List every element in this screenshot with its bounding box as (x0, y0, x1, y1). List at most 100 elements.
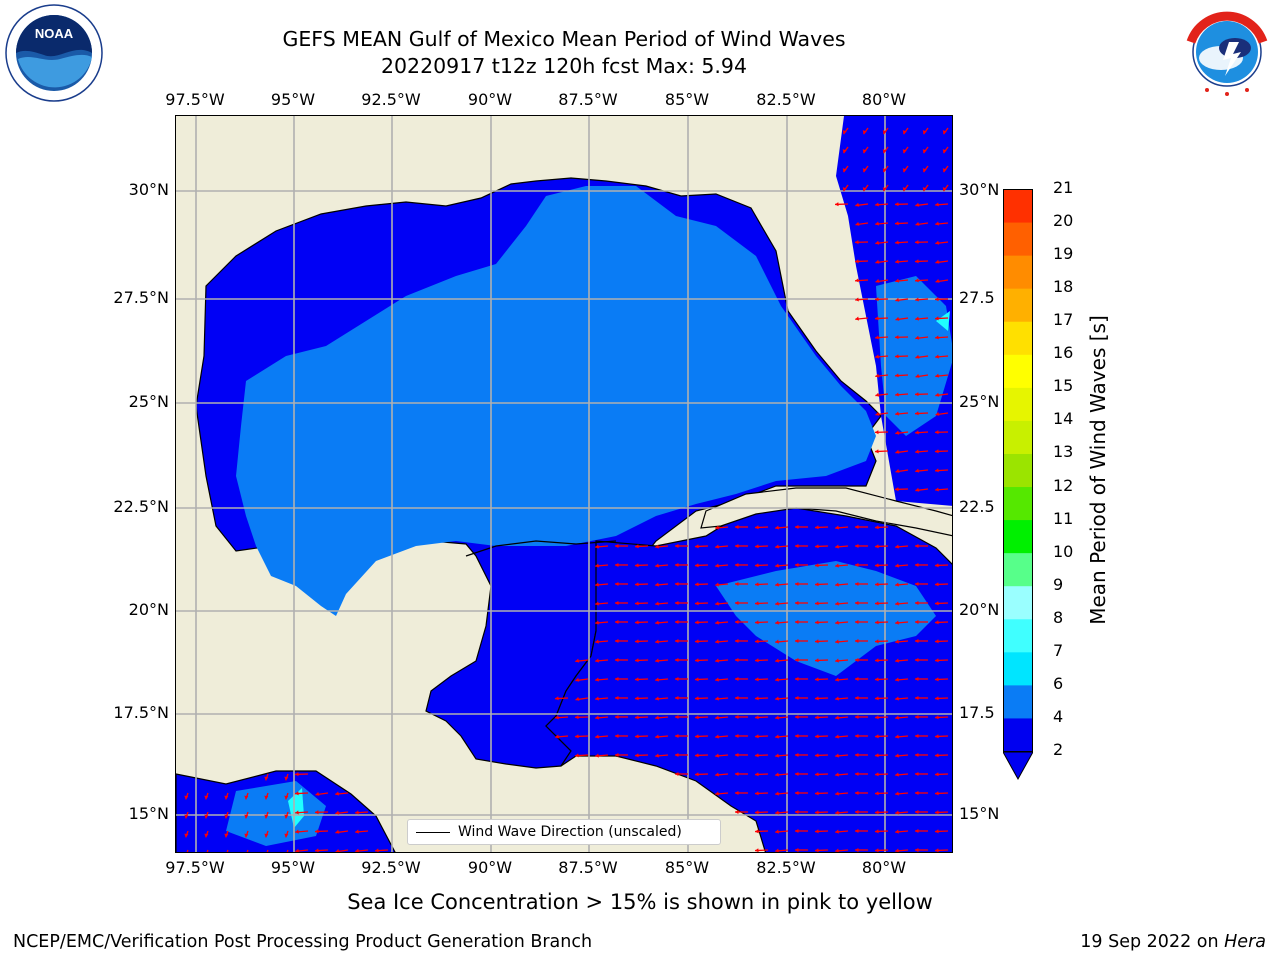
wind-wave-arrowhead (695, 772, 699, 777)
wind-wave-arrowhead (755, 810, 759, 815)
wind-wave-arrowhead (795, 657, 799, 663)
wind-wave-arrowhead (795, 847, 799, 852)
wind-wave-arrowhead (575, 677, 580, 682)
wind-wave-arrowhead (715, 677, 719, 682)
wind-wave-arrowhead (835, 563, 839, 568)
wind-wave-arrowhead (615, 562, 619, 568)
wind-wave-arrowhead (655, 639, 659, 644)
wind-wave-arrowhead (875, 544, 879, 549)
colorbar-tick-label: 10 (1053, 541, 1074, 561)
colorbar-band (1003, 717, 1033, 752)
colorbar-tick-label: 18 (1053, 277, 1074, 297)
wind-wave-arrowhead (615, 714, 619, 720)
wind-wave-arrowhead (635, 658, 639, 663)
wind-wave-arrowhead (335, 829, 340, 834)
wind-wave-arrowhead (595, 582, 599, 587)
wind-wave-arrowhead (295, 791, 299, 796)
wind-wave-arrowhead (835, 202, 839, 207)
wind-wave-arrowhead (695, 620, 699, 625)
wind-wave-arrowhead (595, 544, 599, 549)
wind-wave-arrowhead (735, 619, 739, 625)
wind-wave-arrowhead (815, 829, 819, 834)
wind-wave-arrowhead (695, 601, 699, 606)
wind-wave-arrowhead (795, 562, 799, 568)
wind-wave-arrowhead (915, 828, 919, 834)
wind-wave-arrowhead (915, 771, 919, 777)
wind-wave-arrowhead (715, 772, 719, 777)
wind-wave-arrowhead (935, 620, 939, 625)
wind-wave-arrowhead (655, 753, 659, 758)
wind-wave-arrowhead (735, 562, 739, 568)
wind-wave-arrowhead (875, 297, 879, 302)
wind-wave-arrowhead (224, 795, 229, 800)
wind-wave-arrowhead (775, 601, 779, 606)
colorbar-tick-label: 20 (1053, 211, 1074, 231)
wind-wave-arrowhead (595, 658, 599, 663)
wind-wave-arrowhead (875, 354, 879, 359)
lon-label-top: 95°W (270, 90, 316, 109)
wind-wave-arrowhead (815, 677, 819, 682)
wind-wave-arrowhead (915, 449, 919, 454)
wind-wave-arrowhead (795, 524, 799, 530)
wind-wave-arrowhead (575, 715, 579, 720)
wind-wave-arrowhead (675, 695, 679, 701)
wind-wave-arrowhead (695, 563, 699, 568)
lon-label-bottom: 85°W (664, 858, 710, 877)
wind-wave-arrowhead (595, 639, 599, 644)
wind-wave-arrowhead (735, 695, 739, 701)
wind-wave-arrowhead (635, 696, 639, 701)
wind-wave-arrowhead (855, 202, 860, 207)
wind-wave-arrowhead (915, 657, 919, 663)
wind-wave-arrowhead (935, 316, 939, 321)
wind-wave-arrowhead (895, 411, 899, 416)
colorbar-tick-label: 2 (1053, 740, 1064, 759)
lon-label-top: 80°W (861, 90, 907, 109)
wind-wave-arrowhead (735, 752, 739, 758)
cuba-island (700, 487, 952, 537)
wind-wave-arrowhead (875, 620, 879, 625)
lon-label-bottom: 95°W (270, 858, 316, 877)
wind-wave-arrowhead (935, 658, 939, 663)
footer-host: Hera (1224, 932, 1266, 952)
wind-wave-arrowhead (635, 620, 639, 625)
wind-wave-arrowhead (315, 829, 319, 834)
footer-date-text: 19 Sep 2022 on (1080, 932, 1225, 952)
wind-wave-arrowhead (295, 810, 299, 815)
wind-wave-arrowhead (655, 620, 659, 625)
wind-wave-arrowhead (835, 848, 839, 852)
wind-wave-arrowhead (935, 715, 939, 720)
colorbar-band (1003, 255, 1033, 289)
lon-label-top: 87.5°W (558, 90, 618, 109)
wind-wave-arrowhead (942, 149, 947, 154)
lon-label-top: 90°W (467, 90, 513, 109)
colorbar-tick-label: 13 (1053, 442, 1074, 462)
wind-wave-arrowhead (935, 259, 940, 264)
wind-wave-arrowhead (815, 639, 819, 644)
wind-wave-arrowhead (795, 733, 799, 739)
wind-wave-arrowhead (882, 149, 887, 154)
wind-wave-arrowhead (855, 600, 859, 606)
noaa-logo: NOAA (5, 4, 103, 102)
wind-wave-arrowhead (775, 810, 779, 815)
wind-wave-arrowhead (775, 829, 779, 834)
wind-wave-arrowhead (715, 791, 719, 796)
wind-wave-arrowhead (855, 543, 859, 549)
lon-label-bottom: 80°W (861, 858, 907, 877)
wind-wave-arrowhead (915, 790, 919, 796)
wind-wave-arrowhead (915, 695, 919, 701)
wind-wave-arrowhead (855, 771, 859, 777)
wind-wave-arrowhead (284, 833, 289, 838)
wind-wave-arrowhead (855, 581, 859, 587)
wind-wave-arrowhead (915, 221, 920, 226)
wind-wave-arrowhead (835, 677, 839, 682)
wind-wave-arrowhead (842, 187, 847, 192)
lat-label-right: 22.5 (959, 497, 995, 516)
colorbar-band (1003, 222, 1033, 256)
wind-wave-arrowhead (635, 544, 639, 549)
wind-wave-arrowhead (875, 753, 879, 758)
wind-wave-arrowhead (655, 601, 659, 606)
footer-credit: NCEP/EMC/Verification Post Processing Pr… (13, 932, 593, 952)
lat-label-right: 20°N (959, 600, 1000, 619)
wind-wave-arrowhead (715, 753, 719, 758)
wind-wave-arrow (246, 849, 249, 852)
